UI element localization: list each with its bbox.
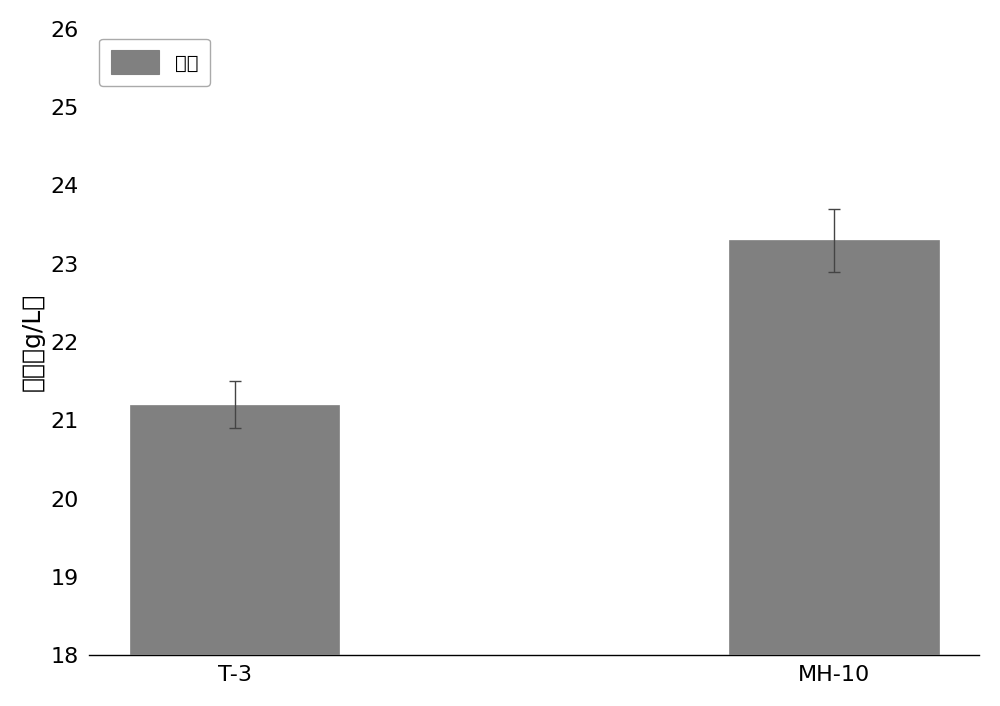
Bar — [130, 405, 339, 706]
Legend: 产量: 产量 — [99, 39, 210, 85]
Y-axis label: 产量（g/L）: 产量（g/L） — [21, 293, 45, 391]
Bar — [729, 240, 939, 706]
